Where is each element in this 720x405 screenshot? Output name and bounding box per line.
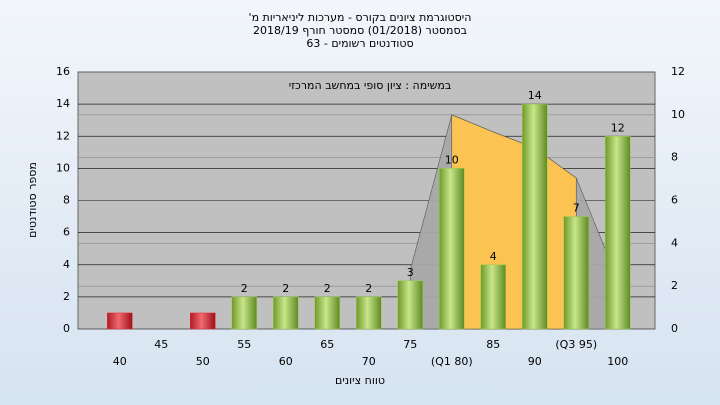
y-tick-label: 12 [56, 129, 70, 142]
y-tick-label: 2 [63, 290, 70, 303]
y2-tick-label: 2 [671, 279, 678, 292]
x-tick-label: 55 [237, 338, 251, 351]
data-label: 4 [490, 250, 497, 263]
data-label: 2 [324, 282, 331, 295]
y2-tick-label: 12 [671, 65, 685, 78]
data-label: 10 [445, 153, 459, 166]
x-tick-label: 70 [362, 355, 376, 368]
y2-tick-label: 8 [671, 151, 678, 164]
y-tick-label: 10 [56, 161, 70, 174]
bar [605, 136, 631, 330]
data-label: 2 [241, 282, 248, 295]
y2-tick-label: 6 [671, 194, 678, 207]
y2-tick-label: 10 [671, 108, 685, 121]
data-label: 2 [282, 282, 289, 295]
y-tick-label: 16 [56, 65, 70, 78]
x-tick-label: 40 [113, 355, 127, 368]
x-tick-label: 65 [320, 338, 334, 351]
y2-tick-label: 0 [671, 322, 678, 335]
bar [480, 264, 506, 330]
data-label: 7 [573, 202, 580, 215]
bar [439, 168, 465, 330]
bar [231, 296, 257, 330]
x-tick-label: 85 [486, 338, 500, 351]
data-label: 2 [365, 282, 372, 295]
bar [522, 103, 548, 330]
y2-tick-label: 4 [671, 236, 678, 249]
bar [190, 312, 216, 330]
y-axis-label: מספר סטודנטים [26, 162, 39, 238]
chart-subtitle: סטודנטים רשומים - 63 [306, 37, 413, 50]
x-axis-label: טווח ציונים [335, 374, 385, 387]
x-tick-label: 60 [279, 355, 293, 368]
y-tick-label: 8 [63, 194, 70, 207]
y-tick-label: 4 [63, 258, 70, 271]
data-label: 12 [611, 121, 625, 134]
x-tick-label: 50 [196, 355, 210, 368]
bar [314, 296, 340, 330]
y-tick-label: 6 [63, 226, 70, 239]
bar [563, 216, 589, 330]
x-tick-label: 75 [403, 338, 417, 351]
chart-title: היסטוגרמת ציונים בקורס - מערכות ליניאריו… [249, 11, 472, 24]
bar [107, 312, 133, 330]
chart-subtitle: בסמסטר (01/2018) סמסטר חורף 2018/19 [253, 24, 467, 37]
bar [356, 296, 382, 330]
bar [273, 296, 299, 330]
bar [397, 280, 423, 330]
data-label: 3 [407, 266, 414, 279]
x-tick-label: (Q3 95) [555, 338, 597, 351]
y-tick-label: 0 [63, 322, 70, 335]
data-label: 14 [528, 89, 542, 102]
x-tick-label: 100 [607, 355, 628, 368]
x-tick-label: 90 [528, 355, 542, 368]
x-tick-label: (Q1 80) [431, 355, 473, 368]
annotation: במשימה : ציון סופי במחשב המרכזי [289, 79, 452, 92]
y-tick-label: 14 [56, 97, 70, 110]
x-tick-label: 45 [154, 338, 168, 351]
